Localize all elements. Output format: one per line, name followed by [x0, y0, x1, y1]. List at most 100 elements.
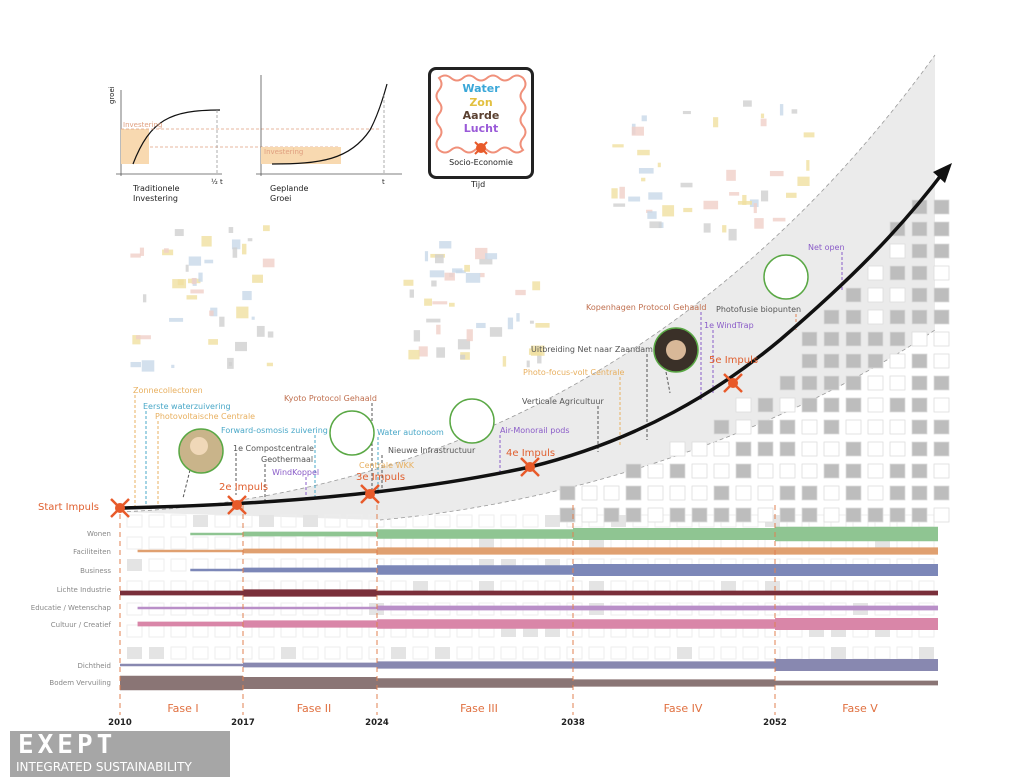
grid-square: [867, 441, 884, 457]
grid-square: [911, 441, 928, 457]
grid-square: [170, 646, 187, 660]
grid-square: [713, 419, 730, 435]
band-upper-edge: [119, 54, 936, 513]
grid-square: [933, 419, 950, 435]
row-label: Educatie / Wetenschap: [30, 604, 111, 612]
city-map-block: [204, 259, 214, 264]
sun-impuls-icon: [474, 141, 488, 155]
growth-band: [120, 55, 935, 520]
city-map-block: [431, 280, 437, 287]
grid-square: [765, 581, 780, 593]
city-map-block: [535, 322, 550, 328]
row-label: Cultuur / Creatief: [50, 621, 111, 629]
grid-square: [713, 441, 730, 457]
legend-zon: Zon: [469, 96, 493, 109]
star-core: [525, 462, 535, 472]
grid-square: [779, 441, 796, 457]
grid-square: [933, 221, 950, 237]
phase-label: Fase I: [167, 702, 199, 715]
city-map-block: [256, 325, 265, 337]
city-map-block: [163, 248, 169, 253]
grid-square: [456, 646, 473, 660]
grid-square: [214, 646, 231, 660]
grid-square: [544, 646, 561, 660]
grid-square: [589, 581, 604, 593]
sector-band-cultuur-creatief: [137, 618, 939, 630]
grid-square: [698, 646, 715, 660]
city-map-block: [703, 200, 719, 210]
city-map-block: [641, 115, 647, 122]
city-map-block: [188, 256, 202, 266]
grid-square: [933, 199, 950, 215]
grid-square: [786, 646, 803, 660]
city-map-block: [426, 318, 441, 323]
grid-square: [889, 375, 906, 391]
sector-band-educatie-wetenschap: [137, 605, 939, 611]
city-map-block: [532, 281, 541, 291]
year-label: 2024: [365, 718, 389, 728]
star-core: [365, 489, 375, 499]
grid-square: [867, 309, 884, 325]
sector-band-business: [190, 564, 939, 576]
city-map-block: [267, 331, 274, 338]
city-map-block: [460, 354, 466, 360]
t-tick: t: [382, 178, 385, 186]
city-map-block: [262, 225, 270, 232]
city-map-block: [612, 144, 624, 148]
city-map-block: [464, 264, 470, 272]
city-map-block: [139, 247, 145, 256]
grid-square: [933, 441, 950, 457]
impuls-star-icon: [520, 457, 540, 477]
grid-square: [559, 507, 576, 523]
city-map-block: [502, 356, 507, 367]
impuls-star-icon: [110, 498, 130, 518]
ann-pv-centrale: Photovoltaische Centrale: [155, 412, 256, 421]
grid-square: [677, 647, 692, 659]
grid-square: [303, 515, 318, 527]
grid-square: [127, 559, 142, 571]
city-map-block: [479, 272, 485, 278]
grid-square: [214, 536, 231, 550]
city-map-block: [682, 110, 691, 115]
city-map-block: [465, 272, 481, 283]
city-map-block: [779, 104, 784, 116]
city-map-block: [613, 203, 626, 207]
city-map-block: [722, 225, 727, 233]
grid-square: [845, 441, 862, 457]
traditional-caption: Traditionele Investering: [133, 184, 180, 203]
grid-square: [867, 419, 884, 435]
grid-square: [478, 514, 495, 528]
grid-square: [933, 375, 950, 391]
city-map-block: [236, 306, 249, 319]
mini-chart-planned: [256, 75, 402, 176]
city-map-block: [142, 294, 147, 303]
grid-square: [867, 463, 884, 479]
city-map-block: [466, 329, 473, 342]
row-label: Wonen: [87, 530, 111, 538]
grid-square: [603, 507, 620, 523]
grid-square: [757, 419, 774, 435]
city-map-block: [611, 188, 618, 199]
row-label: Dichtheid: [77, 662, 112, 670]
city-map-block: [132, 335, 141, 345]
grid-square: [757, 441, 774, 457]
year-label: 2010: [108, 718, 132, 728]
grid-square: [192, 536, 209, 550]
grid-square: [852, 646, 869, 660]
grid-square: [911, 485, 928, 501]
city-map-block: [169, 317, 184, 322]
ann-centrale-wkk: Centrale WKK: [359, 461, 414, 470]
row-label: Business: [80, 567, 111, 575]
grid-square: [391, 647, 406, 659]
grid-square: [259, 515, 274, 527]
city-map-block: [247, 238, 253, 242]
city-map-block: [228, 362, 232, 366]
grid-square: [801, 331, 818, 347]
grid-square: [170, 514, 187, 528]
grid-square: [456, 514, 473, 528]
grid-square: [867, 485, 884, 501]
grid-square: [933, 309, 950, 325]
sector-band-dichtheid: [120, 659, 938, 671]
city-map-block: [436, 324, 441, 335]
city-map-block: [403, 279, 414, 286]
